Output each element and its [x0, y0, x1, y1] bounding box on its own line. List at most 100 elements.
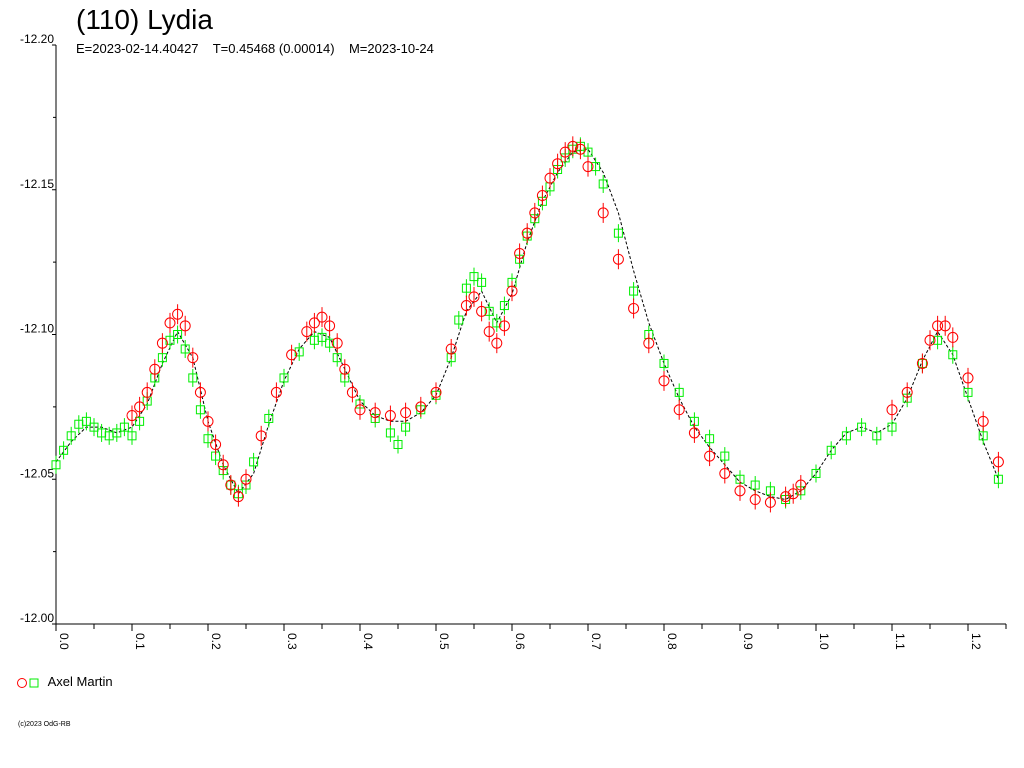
- data-point-square: [264, 413, 274, 423]
- data-point-circle: [225, 479, 237, 491]
- data-point-circle: [901, 386, 913, 398]
- data-point-circle: [400, 407, 412, 419]
- data-point-square: [857, 422, 867, 432]
- data-point-square: [203, 434, 213, 444]
- data-point-square: [469, 272, 479, 282]
- data-point-square: [659, 358, 669, 368]
- data-point-circle: [939, 320, 951, 332]
- data-point-square: [477, 277, 487, 287]
- legend-circle-icon: [17, 677, 27, 688]
- x-tick-label: 0.4: [361, 633, 375, 650]
- y-tick-label: -12.00: [20, 611, 54, 625]
- data-point-circle: [415, 401, 427, 413]
- data-point-circle: [217, 459, 229, 471]
- data-point-square: [325, 338, 335, 348]
- data-point-circle: [483, 326, 495, 338]
- data-point-circle: [574, 143, 586, 155]
- data-point-circle: [962, 372, 974, 384]
- data-point-circle: [977, 415, 989, 427]
- data-point-circle: [301, 326, 313, 338]
- data-point-square: [993, 474, 1003, 484]
- data-point-circle: [544, 172, 556, 184]
- data-point-circle: [582, 161, 594, 173]
- data-point-circle: [156, 337, 168, 349]
- x-tick-label: 0.3: [285, 633, 299, 650]
- data-point-square: [157, 353, 167, 363]
- data-point-circle: [916, 357, 928, 369]
- data-point-square: [249, 457, 259, 467]
- data-point-circle: [354, 404, 366, 416]
- copyright-note: (c)2023 OdG-RB: [18, 721, 71, 728]
- x-tick-label: 0.7: [589, 633, 603, 650]
- x-tick-label: 0.9: [741, 633, 755, 650]
- data-point-circle: [764, 496, 776, 508]
- data-point-square: [963, 387, 973, 397]
- data-point-square: [180, 344, 190, 354]
- data-point-square: [173, 330, 183, 339]
- data-point-square: [401, 422, 411, 432]
- data-point-square: [332, 353, 342, 363]
- data-point-circle: [141, 386, 153, 398]
- data-point-circle: [947, 331, 959, 343]
- data-point-circle: [597, 207, 609, 219]
- series-green-squares: [51, 137, 1003, 509]
- data-point-circle: [255, 430, 267, 442]
- data-point-square: [89, 422, 99, 432]
- data-point-circle: [384, 410, 396, 422]
- data-point-circle: [172, 308, 184, 320]
- data-point-circle: [149, 363, 161, 375]
- data-point-circle: [688, 427, 700, 439]
- x-tick-label: 1.1: [893, 633, 907, 650]
- data-point-circle: [468, 291, 480, 303]
- data-point-circle: [780, 491, 792, 503]
- data-point-circle: [308, 317, 320, 329]
- data-point-circle: [567, 140, 579, 152]
- data-point-square: [112, 428, 122, 438]
- data-point-square: [317, 332, 327, 342]
- data-point-circle: [369, 407, 381, 419]
- data-point-circle: [164, 317, 176, 329]
- data-point-circle: [886, 404, 898, 416]
- data-point-circle: [187, 352, 199, 364]
- data-point-square: [81, 416, 91, 426]
- y-tick-label: -12.20: [20, 32, 54, 46]
- data-point-circle: [795, 479, 807, 491]
- data-point-circle: [559, 146, 571, 158]
- data-point-circle: [430, 386, 442, 398]
- data-point-circle: [210, 439, 222, 451]
- data-point-circle: [331, 337, 343, 349]
- x-axis-ticks: 0.0 0.1 0.2 0.3 0.4 0.5 0.6 0.7 0.8 0.9 1.0 1.1 1.2: [55, 624, 1007, 650]
- data-point-circle: [270, 386, 282, 398]
- data-point-square: [887, 422, 897, 432]
- data-point-square: [135, 416, 145, 426]
- chart-subtitle: E=2023-02-14.40427 T=0.45468 (0.00014) M…: [76, 41, 434, 56]
- data-point-circle: [445, 343, 457, 355]
- data-point-circle: [339, 363, 351, 375]
- data-point-square: [591, 162, 601, 172]
- data-point-circle: [628, 302, 640, 314]
- data-point-circle: [506, 285, 518, 297]
- data-point-square: [841, 431, 851, 441]
- x-tick-label: 0.5: [437, 633, 451, 650]
- data-point-square: [598, 179, 608, 189]
- data-point-circle: [521, 227, 533, 239]
- data-point-circle: [202, 415, 214, 427]
- data-point-square: [454, 315, 464, 325]
- x-tick-label: 0.8: [665, 633, 679, 650]
- data-point-circle: [749, 494, 761, 506]
- model-line: [55, 148, 999, 501]
- data-point-square: [811, 468, 821, 478]
- model-curve: [55, 148, 999, 501]
- y-tick-label: -12.10: [20, 322, 54, 336]
- data-point-circle: [476, 305, 488, 317]
- data-point-square: [933, 335, 943, 345]
- data-point-circle: [194, 386, 206, 398]
- data-point-square: [629, 286, 639, 296]
- data-point-circle: [787, 488, 799, 500]
- data-point-circle: [134, 401, 146, 413]
- data-point-square: [393, 440, 403, 450]
- data-point-circle: [924, 334, 936, 346]
- data-point-circle: [536, 190, 548, 202]
- data-point-circle: [460, 300, 472, 312]
